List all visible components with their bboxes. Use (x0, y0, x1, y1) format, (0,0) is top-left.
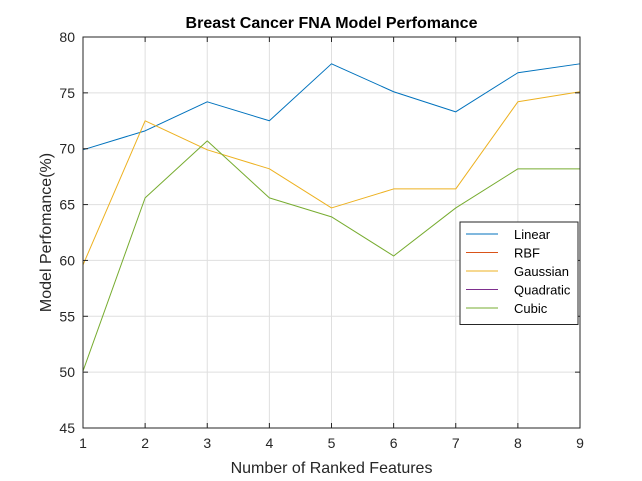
x-tick-label: 9 (576, 435, 584, 451)
legend-box (459, 221, 579, 325)
legend-label: Quadratic (514, 283, 571, 298)
y-tick-label: 55 (59, 308, 75, 324)
y-tick-label: 80 (59, 29, 75, 45)
y-tick-label: 60 (59, 252, 75, 268)
legend-label: Gaussian (514, 264, 569, 279)
legend: Linear RBF Gaussian Quadratic Cubic (459, 221, 579, 325)
series-line-gaussian (82, 91, 581, 266)
x-tick-label: 4 (265, 435, 273, 451)
series-line-linear (82, 63, 581, 151)
legend-label: RBF (514, 246, 540, 261)
series-line-cubic (82, 140, 580, 372)
x-tick-label: 5 (328, 435, 336, 451)
legend-label: Cubic (514, 301, 548, 316)
y-tick-label: 70 (59, 141, 75, 157)
x-tick-label: 7 (452, 435, 460, 451)
y-tick-label: 50 (59, 364, 75, 380)
y-tick-label: 45 (59, 420, 75, 436)
legend-label: Linear (514, 227, 551, 242)
x-tick-label: 1 (79, 435, 87, 451)
series-lines (82, 63, 581, 372)
x-tick-label: 2 (141, 435, 149, 451)
x-tick-label: 6 (390, 435, 398, 451)
x-tick-label: 8 (514, 435, 522, 451)
x-axis-label: Number of Ranked Features (231, 460, 433, 477)
x-tick-label: 3 (203, 435, 211, 451)
chart-title: Breast Cancer FNA Model Perfomance (186, 15, 478, 32)
y-tick-label: 65 (59, 197, 75, 213)
y-tick-label: 75 (59, 85, 75, 101)
y-axis-label: Model Perfomance(%) (38, 153, 55, 312)
